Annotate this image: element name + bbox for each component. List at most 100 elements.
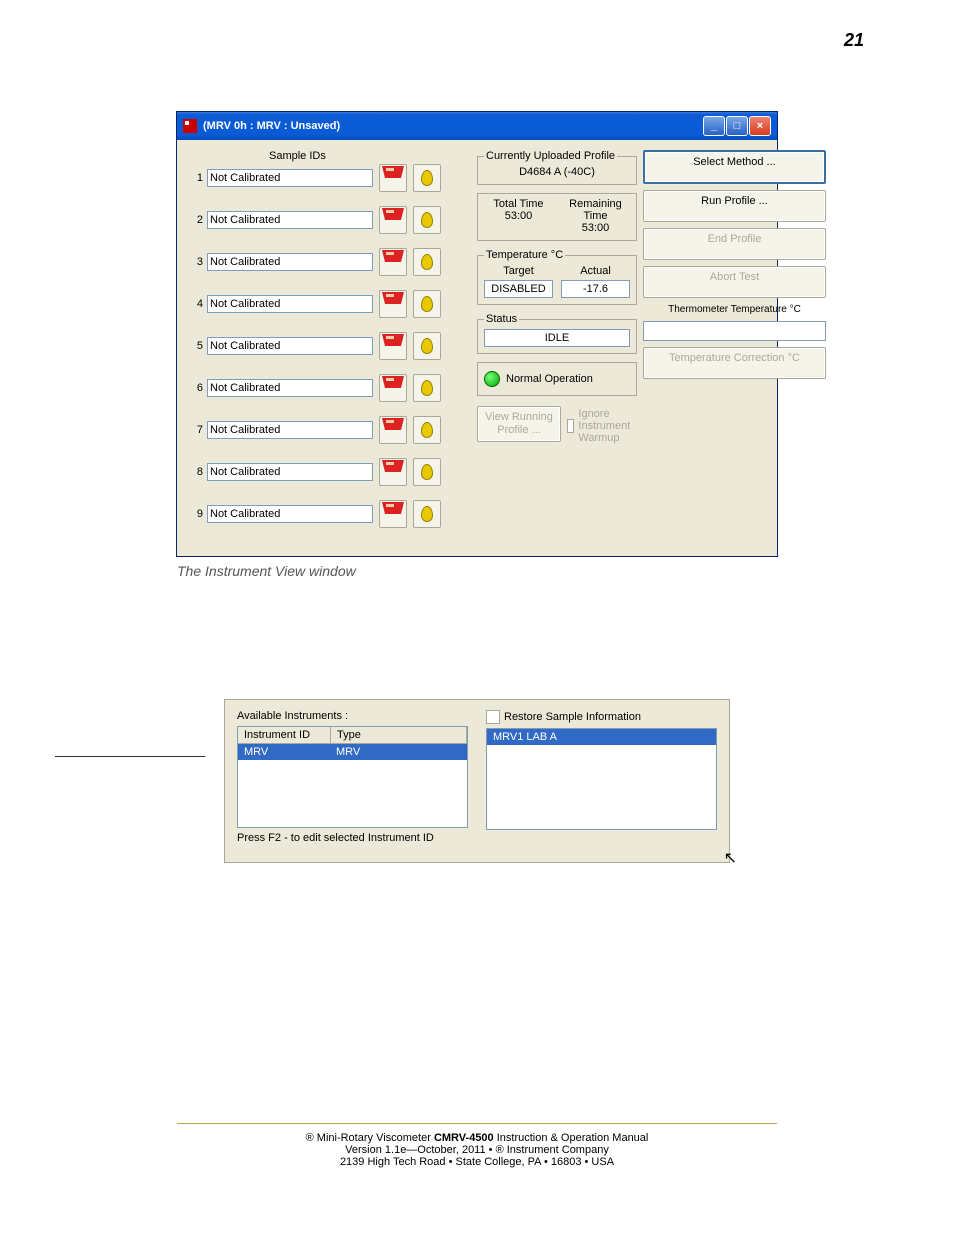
footer: ® Mini-Rotary Viscometer CMRV-4500 Instr… <box>177 1123 777 1168</box>
target-label: Target <box>484 265 553 277</box>
restore-checkbox[interactable] <box>486 710 500 724</box>
sample-num: 4 <box>189 298 203 310</box>
available-instruments-label: Available Instruments : <box>237 710 468 722</box>
thermometer-label: Thermometer Temperature °C <box>643 304 826 315</box>
ignore-warmup-label: Ignore Instrument Warmup <box>578 408 637 444</box>
minimize-button[interactable]: _ <box>703 116 725 136</box>
sample-input[interactable] <box>207 379 373 397</box>
actual-value: -17.6 <box>561 280 630 298</box>
drop-icon[interactable] <box>413 248 441 276</box>
window-body: Sample IDs 1 2 3 4 5 6 7 8 9 Currently U… <box>177 140 777 556</box>
view-running-profile-button[interactable]: View Running Profile ... <box>477 406 561 442</box>
footer-3: 2139 High Tech Road • State College, PA … <box>177 1156 777 1168</box>
temperature-fieldset: Temperature °C Target Actual DISABLED -1… <box>477 249 637 305</box>
temp-icon[interactable] <box>379 206 407 234</box>
right-panel: Currently Uploaded Profile D4684 A (-40C… <box>477 150 826 542</box>
close-button[interactable]: × <box>749 116 771 136</box>
sample-input[interactable] <box>207 295 373 313</box>
sample-input[interactable] <box>207 337 373 355</box>
figure-caption: The Instrument View window <box>177 563 777 579</box>
sample-num: 3 <box>189 256 203 268</box>
list-item[interactable]: MRV MRV <box>238 744 467 760</box>
profile-legend: Currently Uploaded Profile <box>484 150 617 162</box>
instrument-view-window: (MRV 0h : MRV : Unsaved) _ □ × Sample ID… <box>176 111 778 557</box>
drop-icon[interactable] <box>413 416 441 444</box>
side-buttons: Select Method ... Run Profile ... End Pr… <box>643 150 826 542</box>
total-time-value: 53:00 <box>484 210 553 222</box>
time-fieldset: Total Time53:00 Remaining Time53:00 <box>477 193 637 241</box>
window-title: (MRV 0h : MRV : Unsaved) <box>203 120 340 132</box>
profile-value: D4684 A (-40C) <box>484 166 630 178</box>
window-buttons: _ □ × <box>703 116 771 136</box>
sample-row: 7 <box>189 416 469 444</box>
sample-num: 5 <box>189 340 203 352</box>
sample-row: 1 <box>189 164 469 192</box>
thermometer-input[interactable] <box>643 321 826 341</box>
profile-fieldset: Currently Uploaded Profile D4684 A (-40C… <box>477 150 637 185</box>
temperature-legend: Temperature °C <box>484 249 565 261</box>
sample-row: 3 <box>189 248 469 276</box>
sample-input[interactable] <box>207 421 373 439</box>
page-number: 21 <box>0 0 954 51</box>
sample-row: 2 <box>189 206 469 234</box>
drop-icon[interactable] <box>413 374 441 402</box>
col-type[interactable]: Type <box>331 727 467 743</box>
col-instrument-id[interactable]: Instrument ID <box>238 727 331 743</box>
status-led-icon <box>484 371 500 387</box>
temp-icon[interactable] <box>379 500 407 528</box>
drop-icon[interactable] <box>413 164 441 192</box>
temp-icon[interactable] <box>379 248 407 276</box>
abort-test-button[interactable]: Abort Test <box>643 266 826 298</box>
status-legend: Status <box>484 313 519 325</box>
sample-row: 5 <box>189 332 469 360</box>
instruments-listbox[interactable]: Instrument ID Type MRV MRV <box>237 726 468 828</box>
drop-icon[interactable] <box>413 206 441 234</box>
sample-input[interactable] <box>207 169 373 187</box>
temp-icon[interactable] <box>379 332 407 360</box>
sample-row: 8 <box>189 458 469 486</box>
sample-num: 2 <box>189 214 203 226</box>
drop-icon[interactable] <box>413 458 441 486</box>
drop-icon[interactable] <box>413 500 441 528</box>
footer-1b: CMRV-4500 <box>434 1132 494 1144</box>
maximize-button[interactable]: □ <box>726 116 748 136</box>
list-item[interactable]: MRV1 LAB A <box>487 729 716 745</box>
footer-1c: Instruction & Operation Manual <box>494 1132 649 1144</box>
sample-row: 6 <box>189 374 469 402</box>
list-header: Instrument ID Type <box>238 727 467 744</box>
sample-ids-label: Sample IDs <box>269 150 469 162</box>
sample-num: 9 <box>189 508 203 520</box>
end-profile-button[interactable]: End Profile <box>643 228 826 260</box>
sample-input[interactable] <box>207 253 373 271</box>
temp-icon[interactable] <box>379 374 407 402</box>
sample-input[interactable] <box>207 463 373 481</box>
sample-input[interactable] <box>207 211 373 229</box>
select-method-button[interactable]: Select Method ... <box>643 150 826 184</box>
restore-col: Restore Sample Information MRV1 LAB A <box>486 710 717 844</box>
temp-correction-button[interactable]: Temperature Correction °C <box>643 347 826 379</box>
titlebar[interactable]: (MRV 0h : MRV : Unsaved) _ □ × <box>177 112 777 140</box>
cursor-icon: ↖ <box>724 848 737 868</box>
temp-icon[interactable] <box>379 416 407 444</box>
footer-1a: ® Mini-Rotary Viscometer <box>306 1132 434 1144</box>
cell-type: MRV <box>330 744 467 760</box>
annotation-line <box>55 756 205 757</box>
normal-operation-label: Normal Operation <box>506 373 593 385</box>
restore-listbox[interactable]: MRV1 LAB A <box>486 728 717 830</box>
drop-icon[interactable] <box>413 290 441 318</box>
operation-fieldset: Normal Operation <box>477 362 637 396</box>
status-fieldset: Status IDLE <box>477 313 637 354</box>
instruments-panel: Available Instruments : Instrument ID Ty… <box>224 699 730 863</box>
temp-icon[interactable] <box>379 290 407 318</box>
temp-icon[interactable] <box>379 164 407 192</box>
remaining-time-value: 53:00 <box>561 222 630 234</box>
ignore-warmup-checkbox[interactable] <box>567 419 574 433</box>
status-value: IDLE <box>484 329 630 347</box>
available-col: Available Instruments : Instrument ID Ty… <box>237 710 468 844</box>
temp-icon[interactable] <box>379 458 407 486</box>
sample-input[interactable] <box>207 505 373 523</box>
drop-icon[interactable] <box>413 332 441 360</box>
sample-num: 8 <box>189 466 203 478</box>
restore-value: MRV1 LAB A <box>487 729 563 745</box>
run-profile-button[interactable]: Run Profile ... <box>643 190 826 222</box>
